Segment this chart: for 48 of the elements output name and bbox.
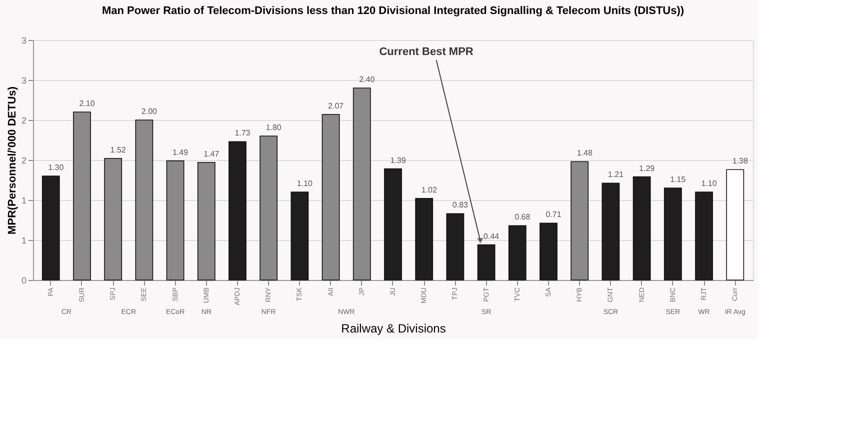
data-label: 1.73 xyxy=(234,128,251,138)
data-label: 0.68 xyxy=(514,212,531,222)
bar xyxy=(477,244,496,280)
data-label: 1.49 xyxy=(172,148,189,157)
y-tick-label: 1 xyxy=(21,236,26,246)
bar xyxy=(384,168,402,280)
data-label: 2.10 xyxy=(79,99,96,108)
data-label: 0.83 xyxy=(452,200,469,210)
bar xyxy=(632,176,651,280)
bar xyxy=(228,141,246,280)
y-tick-label: 2 xyxy=(21,116,26,126)
annotation: Current Best MPR xyxy=(379,46,474,58)
bar xyxy=(695,192,713,280)
y-axis-title: MPR(Personnel/'000 DETUs) xyxy=(6,86,18,235)
data-label: 1.80 xyxy=(266,123,282,132)
bar xyxy=(726,169,744,280)
y-tick-label: 3 xyxy=(21,36,26,46)
bar xyxy=(508,225,526,280)
data-label: 1.47 xyxy=(204,149,220,158)
bar xyxy=(290,192,309,280)
bar xyxy=(664,188,682,280)
bar xyxy=(42,176,60,280)
data-label: 1.30 xyxy=(48,163,64,172)
data-label: 1.02 xyxy=(421,185,438,194)
y-tick-label: 3 xyxy=(21,76,26,86)
chart-title: Man Power Ratio of Telecom-Divisions less than 120 Divisional Integrated Signalling & Telecom Units (DISTUs)) xyxy=(102,5,684,17)
y-tick-label: 1 xyxy=(21,196,26,206)
y-tick-label: 0 xyxy=(21,276,26,286)
bar xyxy=(602,182,620,280)
data-label: 1.39 xyxy=(390,156,406,165)
x-axis-title: Railway & Divisions xyxy=(341,321,446,336)
data-label: 1.52 xyxy=(110,145,126,154)
data-label: 2.07 xyxy=(328,101,344,110)
data-label: 0.44 xyxy=(484,232,500,241)
data-label: 1.29 xyxy=(639,164,656,173)
data-label: 2.40 xyxy=(359,75,376,84)
data-label: 1.38 xyxy=(732,156,748,166)
y-tick-label: 2 xyxy=(21,156,26,166)
data-label: 1.21 xyxy=(608,170,624,180)
data-label: 2.00 xyxy=(141,107,158,116)
bar xyxy=(540,222,558,280)
bar xyxy=(415,198,434,280)
data-label: 1.10 xyxy=(701,179,718,188)
data-label: 0.71 xyxy=(546,210,562,220)
bar xyxy=(446,213,464,280)
data-label: 1.48 xyxy=(576,148,593,158)
data-label: 1.10 xyxy=(296,179,314,188)
data-label: 1.15 xyxy=(670,175,686,184)
